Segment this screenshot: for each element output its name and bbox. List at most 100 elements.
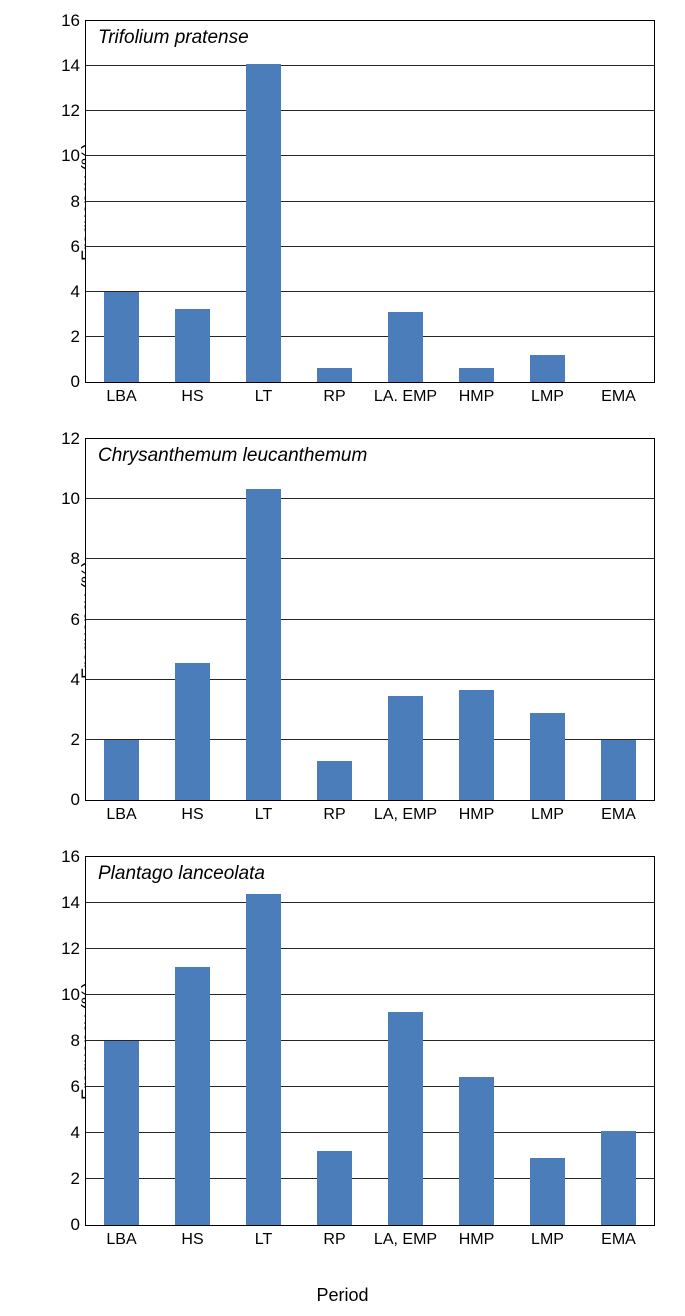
bar	[388, 696, 422, 800]
grid-line	[86, 1086, 654, 1087]
chart-title: Trifolium pratense	[98, 27, 249, 49]
y-tick-label: 12	[61, 939, 80, 959]
y-tick-label: 14	[61, 893, 80, 913]
y-tick-label: 10	[61, 146, 80, 166]
x-tick-label: LA. EMP	[374, 388, 437, 406]
x-tick-label: LMP	[531, 1231, 564, 1249]
grid-line	[86, 1178, 654, 1179]
grid-line	[86, 291, 654, 292]
bar	[246, 894, 280, 1225]
x-tick-label: LT	[255, 388, 272, 406]
bar	[104, 292, 138, 382]
bar	[175, 967, 209, 1225]
y-tick-label: 2	[71, 1169, 80, 1189]
bar	[175, 663, 209, 800]
bar	[459, 1077, 493, 1225]
y-tick-label: 0	[71, 1215, 80, 1235]
y-tick-label: 6	[71, 237, 80, 257]
x-tick-label: LT	[255, 1231, 272, 1249]
panels-container: Frequency (%)0246810121416LBAHSLTRPLA. E…	[15, 10, 670, 1296]
y-tick-label: 8	[71, 192, 80, 212]
x-tick-label: RP	[323, 388, 345, 406]
x-tick-label: LT	[255, 806, 272, 824]
plot-wrap: Frequency (%)0246810121416LBAHSLTRPLA, E…	[85, 856, 655, 1226]
x-tick-label: LBA	[106, 806, 136, 824]
bar	[530, 1158, 564, 1225]
y-tick-label: 0	[71, 790, 80, 810]
bar	[459, 690, 493, 800]
bar	[601, 1131, 635, 1225]
x-tick-label: LBA	[106, 388, 136, 406]
y-tick-label: 12	[61, 101, 80, 121]
grid-line	[86, 110, 654, 111]
grid-line	[86, 994, 654, 995]
y-tick-label: 2	[71, 327, 80, 347]
y-tick-label: 10	[61, 489, 80, 509]
bar	[530, 713, 564, 800]
x-tick-label: LA, EMP	[374, 806, 437, 824]
bar	[317, 1151, 351, 1225]
y-tick-label: 0	[71, 372, 80, 392]
y-tick-label: 10	[61, 985, 80, 1005]
grid-line	[86, 1132, 654, 1133]
y-tick-label: 2	[71, 730, 80, 750]
x-tick-label: HS	[181, 806, 203, 824]
figure: Frequency (%)0246810121416LBAHSLTRPLA. E…	[0, 0, 685, 1316]
x-tick-label: HMP	[459, 388, 495, 406]
bar	[388, 1012, 422, 1225]
bar	[246, 489, 280, 800]
chart-panel: Frequency (%)024681012LBAHSLTRPLA, EMPHM…	[15, 428, 670, 846]
chart-panel: Frequency (%)0246810121416LBAHSLTRPLA, E…	[15, 846, 670, 1296]
bar	[317, 761, 351, 800]
grid-line	[86, 65, 654, 66]
grid-line	[86, 739, 654, 740]
x-tick-label: LBA	[106, 1231, 136, 1249]
plot-area: 0246810121416LBAHSLTRPLA, EMPHMPLMPEMAPl…	[85, 856, 655, 1226]
grid-line	[86, 948, 654, 949]
y-tick-label: 16	[61, 11, 80, 31]
grid-line	[86, 619, 654, 620]
bar	[388, 312, 422, 382]
chart-title: Plantago lanceolata	[98, 863, 265, 885]
bar	[459, 368, 493, 382]
x-tick-label: LMP	[531, 388, 564, 406]
bar	[601, 740, 635, 800]
plot-wrap: Frequency (%)024681012LBAHSLTRPLA, EMPHM…	[85, 438, 655, 801]
grid-line	[86, 902, 654, 903]
plot-area: 0246810121416LBAHSLTRPLA. EMPHMPLMPEMATr…	[85, 20, 655, 383]
y-tick-label: 6	[71, 1077, 80, 1097]
x-tick-label: RP	[323, 806, 345, 824]
y-tick-label: 8	[71, 1031, 80, 1051]
x-tick-label: RP	[323, 1231, 345, 1249]
chart-panel: Frequency (%)0246810121416LBAHSLTRPLA. E…	[15, 10, 670, 428]
grid-line	[86, 201, 654, 202]
y-tick-label: 12	[61, 429, 80, 449]
x-tick-label: HMP	[459, 806, 495, 824]
bar	[104, 740, 138, 800]
x-tick-label: HS	[181, 388, 203, 406]
y-tick-label: 4	[71, 1123, 80, 1143]
grid-line	[86, 679, 654, 680]
y-tick-label: 6	[71, 610, 80, 630]
y-tick-label: 4	[71, 282, 80, 302]
x-tick-label: HS	[181, 1231, 203, 1249]
y-tick-label: 4	[71, 670, 80, 690]
bar	[175, 309, 209, 382]
grid-line	[86, 336, 654, 337]
grid-line	[86, 1040, 654, 1041]
x-tick-label: HMP	[459, 1231, 495, 1249]
y-tick-label: 14	[61, 56, 80, 76]
x-tick-label: LA, EMP	[374, 1231, 437, 1249]
bar	[530, 355, 564, 382]
x-tick-label: EMA	[601, 388, 636, 406]
bar	[246, 64, 280, 382]
grid-line	[86, 155, 654, 156]
chart-title: Chrysanthemum leucanthemum	[98, 445, 367, 467]
bar	[104, 1041, 138, 1225]
x-tick-label: LMP	[531, 806, 564, 824]
y-tick-label: 16	[61, 847, 80, 867]
grid-line	[86, 498, 654, 499]
bar	[317, 368, 351, 382]
x-tick-label: EMA	[601, 806, 636, 824]
plot-area: 024681012LBAHSLTRPLA, EMPHMPLMPEMAChrysa…	[85, 438, 655, 801]
